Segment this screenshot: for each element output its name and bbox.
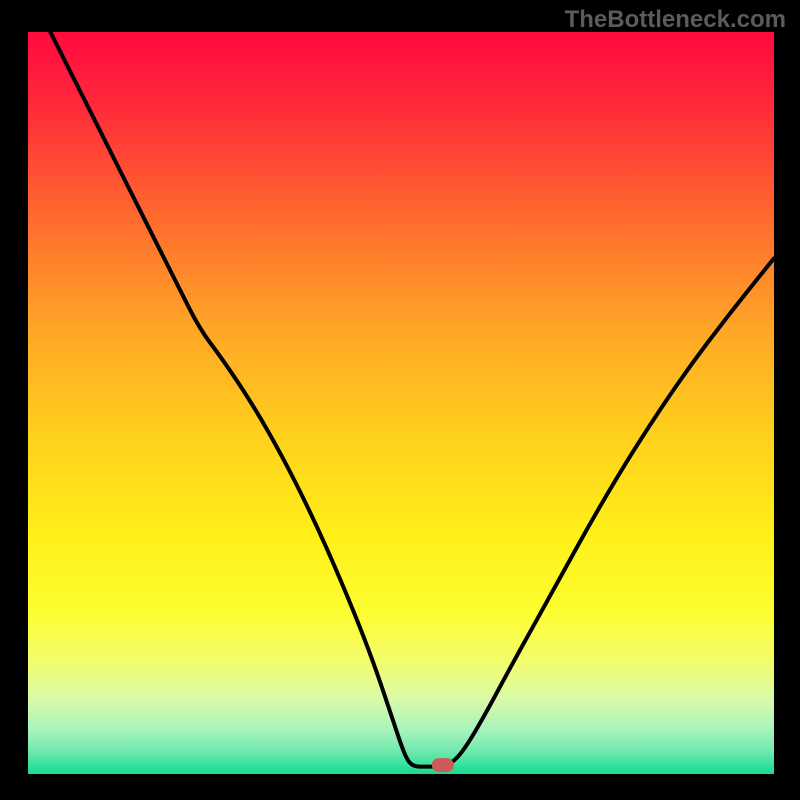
curve-layer xyxy=(28,32,774,774)
watermark-text: TheBottleneck.com xyxy=(565,6,786,34)
bottleneck-curve-path xyxy=(50,32,774,767)
chart-stage: TheBottleneck.com xyxy=(0,0,800,800)
minimum-marker xyxy=(432,758,454,772)
plot-area xyxy=(28,32,774,774)
